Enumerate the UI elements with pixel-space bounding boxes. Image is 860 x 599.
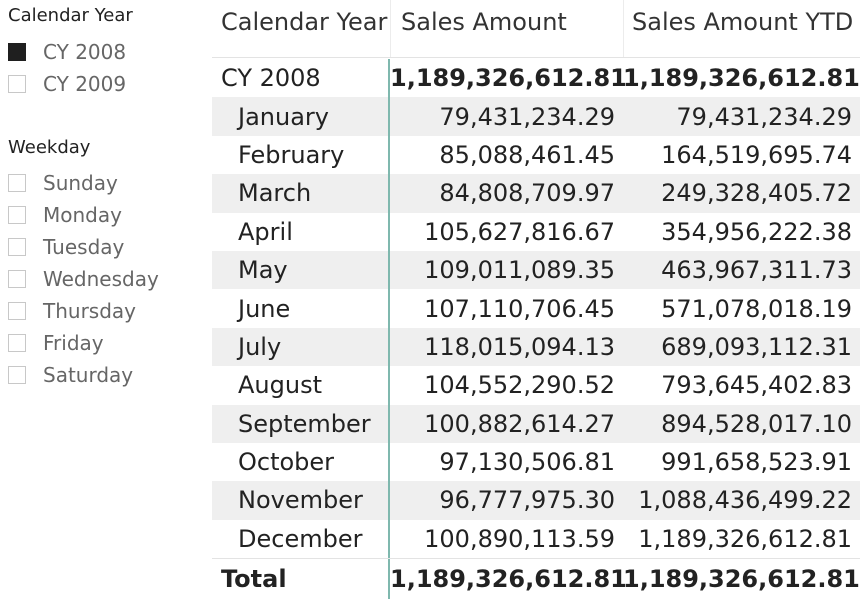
matrix-row-month[interactable]: December 100,890,113.59 1,189,326,612.81 (212, 519, 860, 559)
slicer-item-monday[interactable]: Monday (8, 199, 159, 231)
slicer-item-saturday[interactable]: Saturday (8, 359, 159, 391)
slicer-item-label: CY 2009 (43, 72, 127, 96)
sales-amount-ytd-cell: 793,645,402.83 (661, 371, 852, 400)
slicer-item-label: Friday (43, 331, 104, 355)
calendar-year-slicer: Calendar Year CY 2008 CY 2009 (8, 4, 133, 100)
sales-amount-cell: 109,011,089.35 (424, 256, 615, 285)
matrix-row-month[interactable]: May 109,011,089.35 463,967,311.73 (212, 250, 860, 290)
total-sales-amount-cell: 1,189,326,612.81 (390, 565, 627, 594)
row-label: June (212, 289, 390, 328)
column-header-calendar-year[interactable]: Calendar Year (221, 8, 388, 36)
sales-amount-ytd-cell: 991,658,523.91 (661, 448, 852, 477)
matrix-row-month[interactable]: November 96,777,975.30 1,088,436,499.22 (212, 481, 860, 520)
matrix-row-total: Total 1,189,326,612.81 1,189,326,612.81 (212, 558, 860, 599)
sales-amount-ytd-cell: 354,956,222.38 (661, 217, 852, 246)
total-sales-amount-ytd-cell: 1,189,326,612.81 (623, 565, 860, 594)
row-label: December (212, 519, 390, 559)
sales-amount-ytd-cell: 689,093,112.31 (661, 332, 852, 361)
slicer-item-label: Wednesday (43, 267, 159, 291)
sales-amount-cell: 104,552,290.52 (424, 371, 615, 400)
slicer-title: Calendar Year (8, 5, 133, 26)
sales-amount-cell: 105,627,816.67 (424, 217, 615, 246)
checkbox[interactable] (8, 174, 26, 192)
sales-amount-ytd-cell: 571,078,018.19 (661, 294, 852, 323)
row-label: CY 2008 (212, 59, 390, 98)
sales-amount-cell: 97,130,506.81 (439, 448, 615, 477)
weekday-slicer: Weekday Sunday Monday Tuesday Wednesday … (8, 136, 159, 391)
row-label: January (212, 97, 390, 136)
row-label: September (212, 404, 390, 443)
checkbox-checked[interactable] (8, 43, 26, 61)
matrix-row-month[interactable]: October 97,130,506.81 991,658,523.91 (212, 442, 860, 482)
checkbox[interactable] (8, 366, 26, 384)
matrix-body: CY 2008 1,189,326,612.81 1,189,326,612.8… (212, 59, 860, 599)
matrix-row-month[interactable]: September 100,882,614.27 894,528,017.10 (212, 404, 860, 443)
slicer-item-label: Monday (43, 203, 122, 227)
slicer-item-cy-2009[interactable]: CY 2009 (8, 68, 133, 100)
sales-amount-cell: 79,431,234.29 (439, 102, 615, 131)
sales-amount-ytd-cell: 1,189,326,612.81 (623, 64, 860, 93)
sales-amount-cell: 118,015,094.13 (424, 332, 615, 361)
checkbox[interactable] (8, 206, 26, 224)
slicer-item-sunday[interactable]: Sunday (8, 167, 159, 199)
slicer-item-label: CY 2008 (43, 40, 127, 64)
slicer-items: CY 2008 CY 2009 (8, 36, 133, 100)
sales-amount-cell: 84,808,709.97 (439, 179, 615, 208)
checkbox[interactable] (8, 238, 26, 256)
sales-amount-cell: 107,110,706.45 (424, 294, 615, 323)
slicer-item-friday[interactable]: Friday (8, 327, 159, 359)
total-label: Total (212, 559, 390, 599)
sales-amount-ytd-cell: 164,519,695.74 (661, 140, 852, 169)
sales-amount-ytd-cell: 79,431,234.29 (676, 102, 852, 131)
slicer-items: Sunday Monday Tuesday Wednesday Thursday… (8, 167, 159, 391)
checkbox[interactable] (8, 334, 26, 352)
column-header-sales-amount[interactable]: Sales Amount (390, 0, 623, 57)
slicer-item-tuesday[interactable]: Tuesday (8, 231, 159, 263)
row-label: October (212, 442, 390, 482)
row-label: March (212, 174, 390, 213)
sales-amount-ytd-cell: 249,328,405.72 (661, 179, 852, 208)
slicer-item-cy-2008[interactable]: CY 2008 (8, 36, 133, 68)
sales-amount-cell: 1,189,326,612.81 (390, 64, 627, 93)
sales-amount-ytd-cell: 894,528,017.10 (661, 409, 852, 438)
slicer-item-label: Thursday (43, 299, 136, 323)
matrix-row-month[interactable]: July 118,015,094.13 689,093,112.31 (212, 327, 860, 367)
matrix-row-month[interactable]: January 79,431,234.29 79,431,234.29 (212, 97, 860, 136)
row-label: February (212, 135, 390, 175)
slicer-item-thursday[interactable]: Thursday (8, 295, 159, 327)
row-label: April (212, 212, 390, 251)
slicer-item-label: Tuesday (43, 235, 125, 259)
sales-amount-cell: 85,088,461.45 (439, 140, 615, 169)
matrix-header-row: Calendar Year Sales Amount Sales Amount … (212, 0, 860, 58)
matrix-row-month[interactable]: March 84,808,709.97 249,328,405.72 (212, 174, 860, 213)
sales-amount-ytd-cell: 1,088,436,499.22 (638, 486, 852, 515)
checkbox[interactable] (8, 270, 26, 288)
sales-amount-cell: 100,890,113.59 (424, 524, 615, 553)
sales-amount-cell: 96,777,975.30 (439, 486, 615, 515)
sales-amount-ytd-cell: 1,189,326,612.81 (638, 524, 852, 553)
matrix-row-year[interactable]: CY 2008 1,189,326,612.81 1,189,326,612.8… (212, 59, 860, 98)
checkbox[interactable] (8, 302, 26, 320)
column-header-sales-amount-ytd[interactable]: Sales Amount YTD (623, 0, 860, 57)
checkbox[interactable] (8, 75, 26, 93)
row-label: May (212, 250, 390, 290)
matrix-row-month[interactable]: April 105,627,816.67 354,956,222.38 (212, 212, 860, 251)
sales-amount-cell: 100,882,614.27 (424, 409, 615, 438)
sales-matrix: Calendar Year Sales Amount Sales Amount … (212, 0, 860, 599)
row-label: August (212, 366, 390, 405)
row-label: November (212, 481, 390, 520)
matrix-row-month[interactable]: February 85,088,461.45 164,519,695.74 (212, 135, 860, 175)
slicer-item-wednesday[interactable]: Wednesday (8, 263, 159, 295)
row-label: July (212, 327, 390, 367)
sales-amount-ytd-cell: 463,967,311.73 (661, 256, 852, 285)
slicer-title: Weekday (8, 137, 91, 158)
slicer-item-label: Sunday (43, 171, 118, 195)
matrix-row-month[interactable]: June 107,110,706.45 571,078,018.19 (212, 289, 860, 328)
matrix-row-month[interactable]: August 104,552,290.52 793,645,402.83 (212, 366, 860, 405)
slicer-item-label: Saturday (43, 363, 134, 387)
